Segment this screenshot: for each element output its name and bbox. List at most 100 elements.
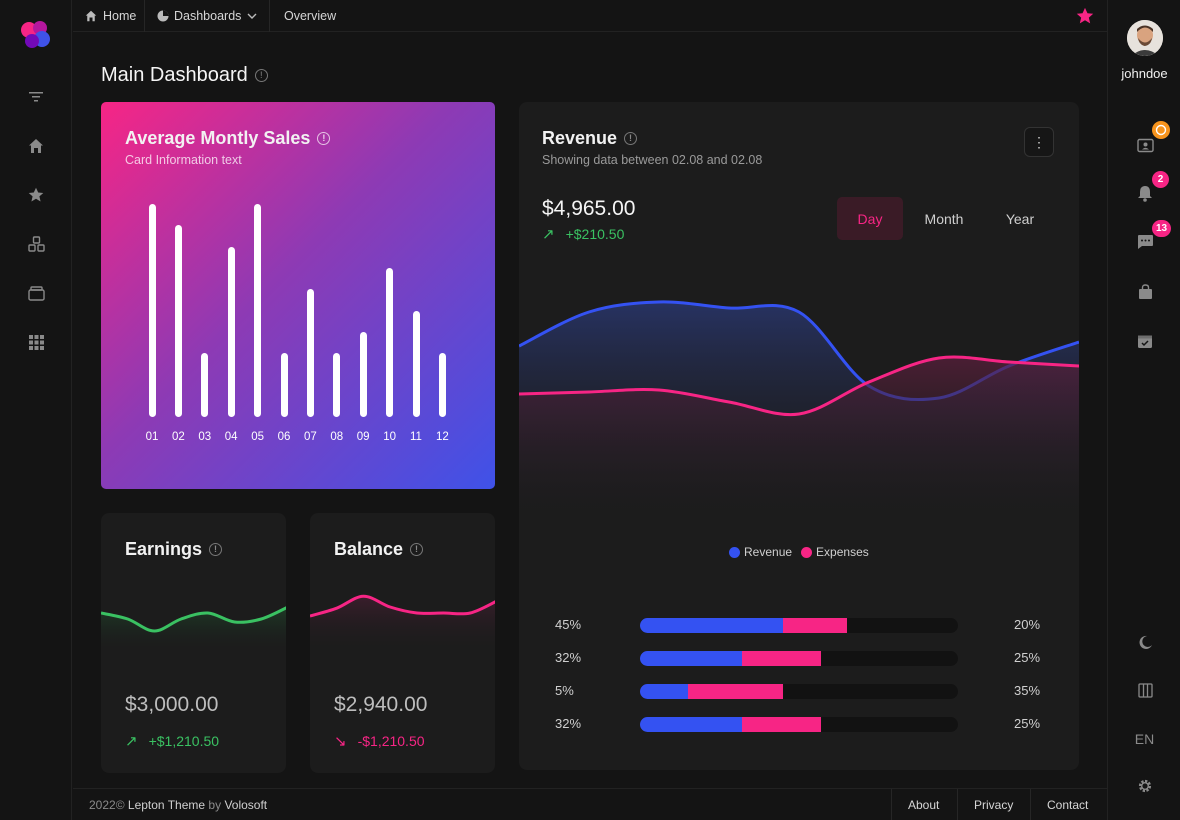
calendar-check-icon[interactable]: [1134, 330, 1156, 352]
progress-row: 5% 35%: [519, 683, 1079, 699]
breadcrumb-home-label: Home: [103, 9, 137, 23]
period-tab-day[interactable]: Day: [837, 197, 903, 240]
sales-bar-label: 01: [145, 431, 159, 443]
gear-icon[interactable]: [1134, 775, 1156, 797]
trend-up-icon: ↗: [125, 733, 138, 750]
breadcrumb-dashboards[interactable]: Dashboards: [157, 0, 257, 32]
progress-row: 32% 25%: [519, 716, 1079, 732]
legend-expenses-label: Expenses: [816, 545, 869, 559]
info-icon[interactable]: !: [317, 132, 331, 145]
info-icon[interactable]: !: [410, 543, 424, 556]
sales-bar-03: [201, 353, 209, 417]
left-sidebar: [0, 0, 72, 820]
breadcrumb-dashboards-label: Dashboards: [174, 9, 242, 23]
earnings-card: Earnings ! $3,000.00 ↗ +$1,210.50: [101, 513, 286, 773]
brand-logo-icon[interactable]: [18, 18, 52, 52]
star-icon[interactable]: [25, 184, 47, 206]
top-bar: Home Dashboards Overview: [73, 0, 1107, 32]
progress-right-value: 25%: [1014, 650, 1041, 665]
balance-sparkline: [310, 594, 495, 653]
footer-link-about[interactable]: About: [908, 798, 940, 812]
progress-blue-segment: [640, 717, 742, 732]
notification-count-badge: 2: [1152, 171, 1169, 188]
more-options-button[interactable]: ⋮: [1024, 127, 1054, 157]
progress-right-value: 25%: [1014, 716, 1041, 731]
columns-icon[interactable]: [1134, 679, 1156, 701]
home-icon: [85, 10, 97, 22]
breadcrumb-divider: [144, 0, 145, 32]
sales-bar-01: [148, 204, 156, 417]
sales-bar-09: [359, 331, 367, 417]
sparkline-line: [101, 606, 286, 633]
breadcrumb-overview-label: Overview: [284, 9, 337, 23]
balance-delta-text: -$1,210.50: [357, 733, 425, 749]
network-icon[interactable]: [25, 233, 47, 255]
average-monthly-sales-card: Average Montly Sales ! Card Information …: [101, 102, 495, 489]
favorite-star-icon[interactable]: [1076, 7, 1094, 25]
info-icon[interactable]: !: [209, 543, 223, 556]
balance-title: Balance !: [334, 539, 424, 560]
contact-card-icon[interactable]: [1134, 134, 1156, 156]
revenue-card: Revenue ! Showing data between 02.08 and…: [519, 102, 1079, 770]
breadcrumb-home[interactable]: Home: [85, 0, 136, 32]
earnings-delta-text: +$1,210.50: [148, 733, 220, 749]
progress-row: 45% 20%: [519, 617, 1079, 633]
sales-bar-08: [333, 353, 341, 417]
briefcase-icon[interactable]: [25, 282, 47, 304]
period-tab-year[interactable]: Year: [1005, 210, 1035, 227]
balance-card: Balance ! $2,940.00 ↘ -$1,210.50: [310, 513, 495, 773]
filter-icon[interactable]: [25, 86, 47, 108]
progress-right-value: 20%: [1014, 617, 1041, 632]
avatar[interactable]: [1127, 20, 1163, 56]
info-icon[interactable]: !: [254, 69, 268, 82]
sparkline-line: [310, 594, 495, 618]
sales-bar-05: [254, 204, 262, 417]
footer-link-privacy[interactable]: Privacy: [974, 798, 1014, 812]
page-title: Main Dashboard !: [101, 64, 268, 87]
sales-card-subtitle: Card Information text: [125, 153, 242, 167]
progress-row: 32% 25%: [519, 650, 1079, 666]
page-title-text: Main Dashboard: [101, 64, 248, 86]
username[interactable]: johndoe: [1121, 66, 1168, 81]
sales-bar-label: 04: [224, 431, 238, 443]
sales-bar-label: 02: [171, 431, 185, 443]
footer-company-link[interactable]: Volosoft: [224, 798, 268, 812]
home-icon[interactable]: [25, 135, 47, 157]
revenue-subtitle: Showing data between 02.08 and 02.08: [542, 153, 763, 167]
trend-up-icon: ↗: [542, 226, 555, 243]
revenue-title: Revenue !: [542, 128, 638, 149]
progress-blue-segment: [640, 684, 688, 699]
bell-icon[interactable]: [1134, 182, 1156, 204]
sales-bar-10: [386, 267, 394, 417]
revenue-value: $4,965.00: [542, 197, 636, 220]
footer-divider: [957, 789, 958, 820]
chat-icon[interactable]: [1134, 231, 1156, 253]
progress-left-value: 32%: [555, 650, 582, 665]
info-icon[interactable]: !: [624, 132, 638, 145]
period-tab-month[interactable]: Month: [924, 210, 964, 227]
revenue-chart-area-expenses: [519, 357, 1079, 522]
status-badge: [1152, 121, 1170, 139]
grid-icon[interactable]: [25, 331, 47, 353]
language-selector[interactable]: EN: [1134, 731, 1155, 747]
progress-track: [640, 684, 958, 699]
progress-pink-segment: [687, 684, 784, 699]
more-vertical-icon: ⋮: [1032, 134, 1046, 150]
footer: 2022© Lepton Theme by Volosoft About Pri…: [73, 788, 1107, 820]
moon-icon[interactable]: [1134, 631, 1156, 653]
sales-bar-02: [174, 225, 182, 417]
right-sidebar: johndoe 2 13 EN: [1107, 0, 1180, 820]
balance-title-text: Balance: [334, 539, 404, 559]
sales-bar-label: 05: [251, 431, 264, 443]
sales-bar-label: 11: [410, 431, 422, 443]
footer-theme-link[interactable]: Lepton Theme: [127, 798, 206, 812]
progress-pink-segment: [783, 618, 847, 633]
pie-chart-icon: [157, 10, 169, 22]
sales-bar-06: [280, 353, 288, 417]
footer-link-contact[interactable]: Contact: [1047, 798, 1089, 812]
chevron-down-icon: [247, 13, 257, 19]
bag-icon[interactable]: [1134, 281, 1156, 303]
sales-bar-label: 07: [303, 431, 317, 443]
breadcrumb-overview[interactable]: Overview: [284, 0, 336, 32]
sales-bar-12: [438, 353, 446, 417]
